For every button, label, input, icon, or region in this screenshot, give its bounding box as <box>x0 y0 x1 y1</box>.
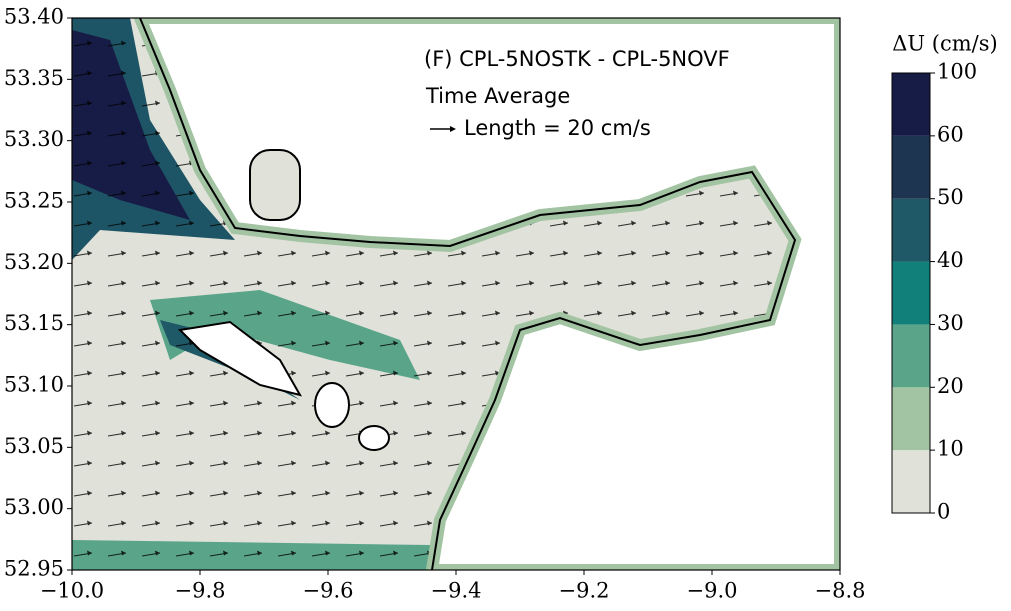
inlet <box>249 149 301 221</box>
y-tick-label: 53.30 <box>4 127 64 151</box>
x-tick-label: −9.0 <box>687 579 738 603</box>
panel-title: (F) CPL-5NOSTK - CPL-5NOVF <box>424 47 730 71</box>
coastline <box>139 18 797 570</box>
y-tick-label: 53.00 <box>4 495 64 519</box>
y-tick-label: 53.15 <box>4 311 64 335</box>
colorbar-tick-label: 40 <box>937 248 964 272</box>
island <box>358 425 390 451</box>
y-tick-label: 53.20 <box>4 250 64 274</box>
colorbar-tick-label: 60 <box>937 122 964 146</box>
colorbar-swatch <box>892 387 930 451</box>
colorbar-swatch <box>892 450 930 513</box>
colorbar-tick-label: 50 <box>937 185 964 209</box>
subtitle: Time Average <box>425 84 570 108</box>
y-tick-label: 53.35 <box>4 66 64 90</box>
colorbar-swatch <box>892 324 930 388</box>
y-tick-label: 53.05 <box>4 434 64 458</box>
colorbar-frame <box>891 72 931 514</box>
map <box>72 18 840 570</box>
colorbar-tick-label: 30 <box>937 311 964 335</box>
x-tick-label: −9.6 <box>303 579 354 603</box>
island <box>177 320 303 397</box>
colorbar-swatch <box>892 135 930 199</box>
x-tick-label: −9.2 <box>559 579 610 603</box>
y-tick-label: 53.25 <box>4 189 64 213</box>
y-tick-label: 53.40 <box>4 5 64 29</box>
x-tick-label: −9.8 <box>175 579 226 603</box>
colorbar-tick-label: 100 <box>937 60 977 84</box>
colorbar-tick-label: 0 <box>937 500 950 524</box>
colorbar-tick-label: 20 <box>937 374 964 398</box>
key-label: Length = 20 cm/s <box>464 116 651 140</box>
x-tick-label: −9.4 <box>431 579 482 603</box>
y-tick-label: 53.10 <box>4 373 64 397</box>
island <box>314 382 350 428</box>
x-tick-label: −8.8 <box>815 579 866 603</box>
colorbar-swatch <box>892 198 930 262</box>
colorbar-tick-label: 10 <box>937 437 964 461</box>
key-arrow-head <box>450 126 456 132</box>
colorbar-label: ΔU (cm/s) <box>892 32 997 56</box>
y-tick-label: 52.95 <box>4 557 64 581</box>
colorbar-swatch <box>892 73 930 136</box>
x-tick-label: −10.0 <box>40 579 104 603</box>
colorbar-swatch <box>892 261 930 325</box>
